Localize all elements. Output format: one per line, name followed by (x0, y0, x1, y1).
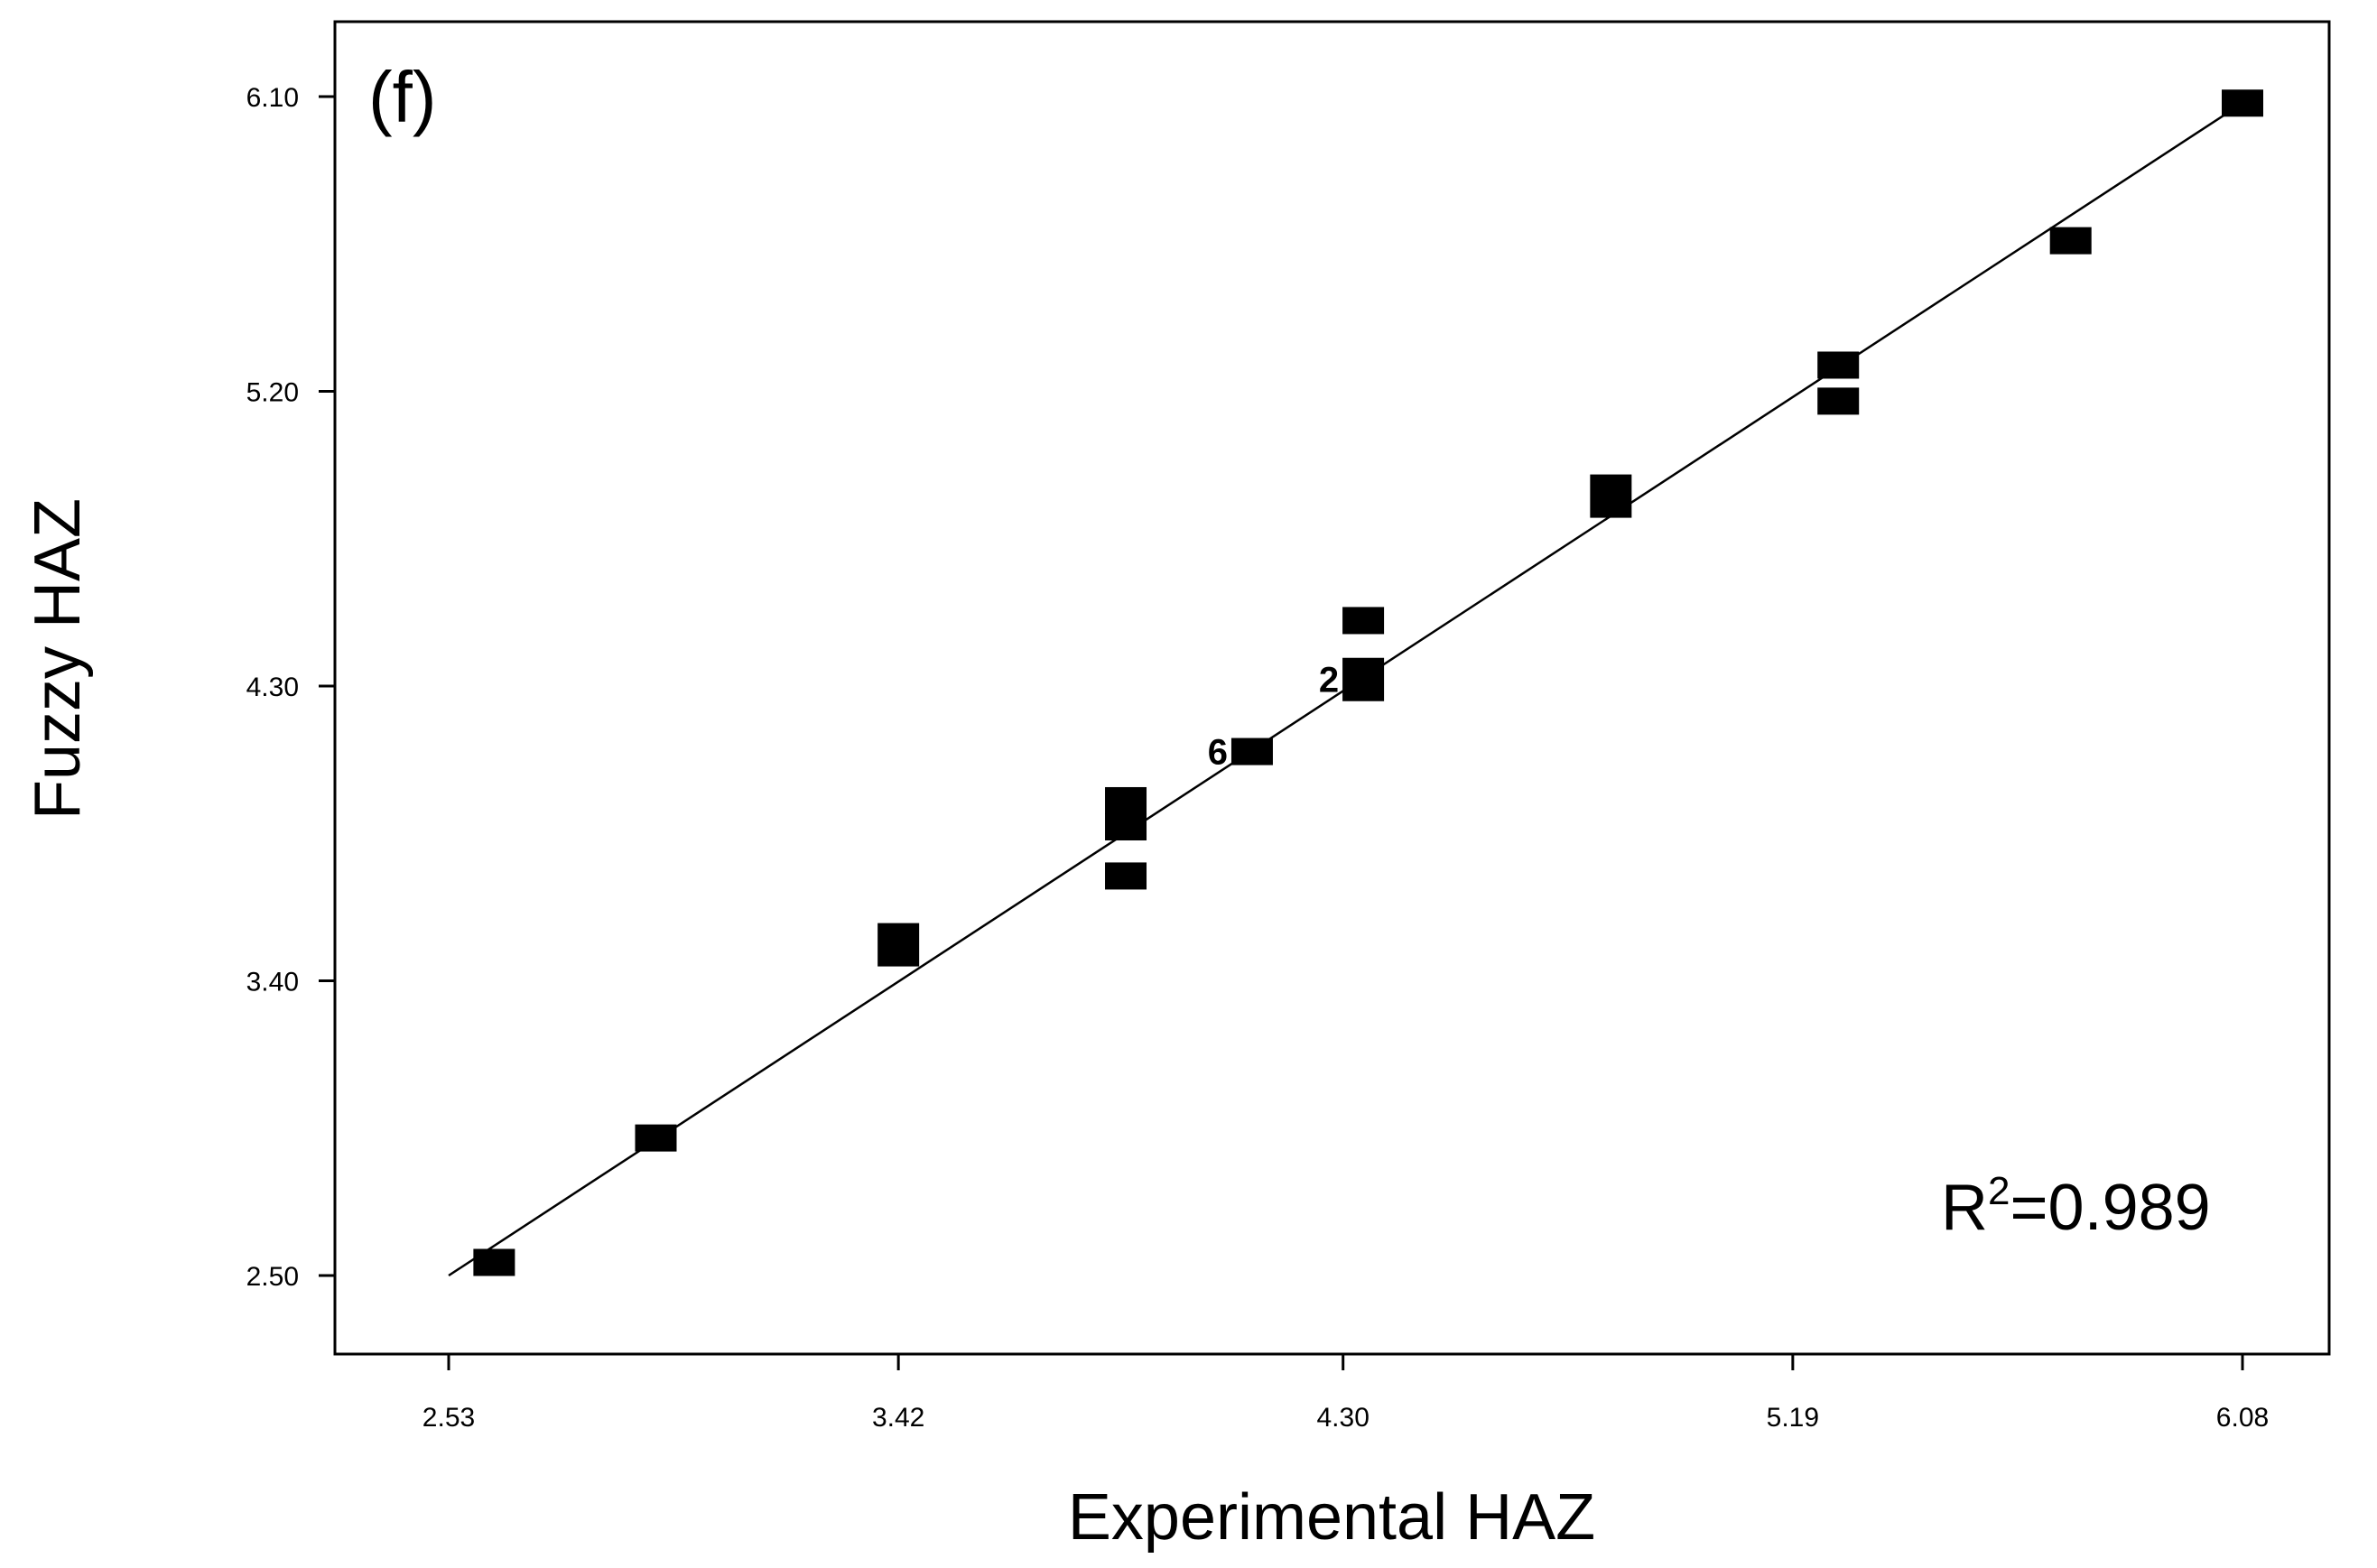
y-tick-label: 6.10 (246, 83, 299, 113)
y-tick-label: 4.30 (246, 673, 299, 702)
y-tick-label: 5.20 (246, 378, 299, 408)
data-point (877, 923, 920, 967)
x-tick-label: 6.08 (2216, 1403, 2269, 1433)
x-tick-label: 2.53 (422, 1403, 475, 1433)
r2-annotation: R2=0.989 (1941, 1169, 2211, 1244)
data-point (1817, 387, 1860, 415)
y-axis-title: Fuzzy HAZ (22, 498, 94, 820)
data-point (1105, 812, 1147, 840)
panel-label: (f) (368, 57, 437, 137)
x-tick-label: 5.19 (1767, 1403, 1819, 1433)
plot-frame (333, 20, 2331, 1356)
data-point (2222, 89, 2263, 117)
data-point (1342, 657, 1385, 701)
x-axis-ticks: 2.53 3.42 4.30 5.19 6.08 (422, 1354, 2269, 1433)
data-point (635, 1124, 677, 1152)
data-point (1590, 474, 1632, 518)
y-tick-label: 3.40 (246, 968, 299, 997)
x-tick-label: 4.30 (1317, 1403, 1370, 1433)
data-point (1342, 607, 1385, 635)
data-point (1105, 862, 1147, 890)
data-point (2049, 227, 2092, 255)
x-axis-title: Experimental HAZ (1068, 1481, 1595, 1554)
data-point (1817, 351, 1860, 379)
x-tick-label: 3.42 (872, 1403, 924, 1433)
point-count-label: 6 (1208, 733, 1228, 773)
data-point (473, 1248, 515, 1276)
point-count-label: 2 (1319, 661, 1339, 700)
data-point (1230, 738, 1273, 765)
y-axis-ticks: 2.50 3.40 4.30 5.20 6.10 (246, 83, 335, 1292)
y-tick-label: 2.50 (246, 1262, 299, 1292)
data-points: 62 (473, 89, 2263, 1276)
data-point (1105, 786, 1147, 814)
